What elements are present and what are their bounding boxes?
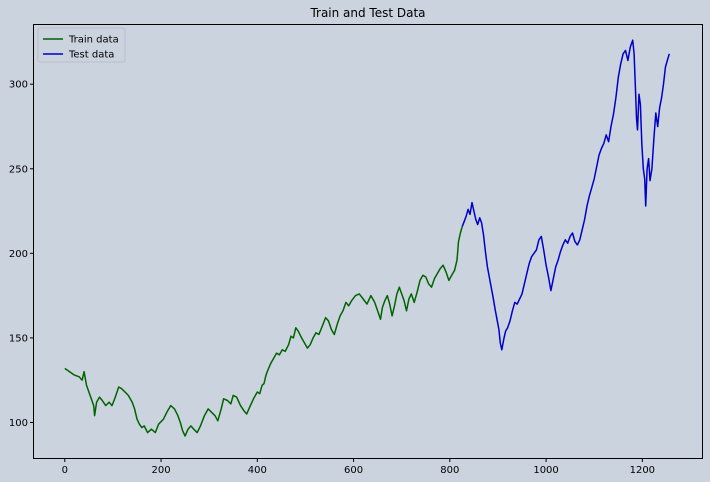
y-axis: 100 150 200 250 300 xyxy=(9,80,34,429)
x-tick-label: 200 xyxy=(152,465,171,476)
series-line-test xyxy=(461,39,671,351)
x-axis: 0 200 400 600 800 1000 1200 xyxy=(62,458,655,476)
legend-label: Test data xyxy=(68,50,114,61)
y-tick-label: 200 xyxy=(9,249,28,260)
series-layer xyxy=(64,39,671,437)
y-tick-label: 300 xyxy=(9,80,28,91)
series-line-train xyxy=(64,226,464,437)
x-tick-label: 0 xyxy=(62,465,68,476)
y-tick-label: 150 xyxy=(9,333,28,344)
y-tick-label: 250 xyxy=(9,164,28,175)
plot-area xyxy=(33,24,703,459)
chart-title: Train and Test Data xyxy=(309,6,425,20)
y-tick-label: 100 xyxy=(9,418,28,429)
x-tick-label: 600 xyxy=(344,465,363,476)
legend-label: Train data xyxy=(68,35,119,46)
x-tick-label: 1000 xyxy=(533,465,558,476)
x-tick-label: 400 xyxy=(248,465,267,476)
x-tick-label: 800 xyxy=(440,465,459,476)
x-tick-label: 1200 xyxy=(630,465,655,476)
legend: Train data Test data xyxy=(37,27,126,63)
